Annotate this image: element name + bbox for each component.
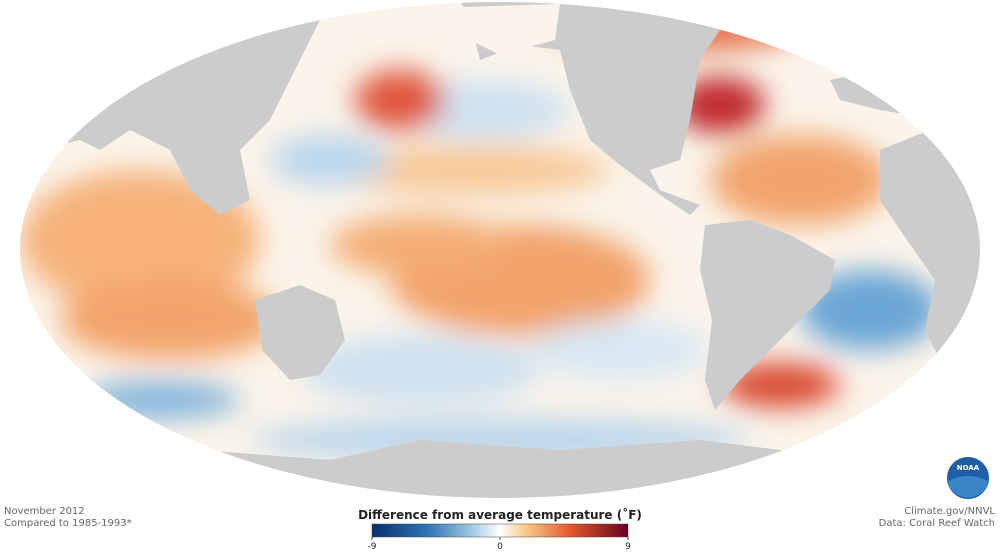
color-scale [371, 523, 629, 538]
legend-title: Difference from average temperature (˚F) [358, 507, 642, 522]
source: Data: Coral Reef Watch [879, 518, 995, 529]
credit: Climate.gov/NNVL [904, 506, 995, 517]
scale-tick-label: 0 [497, 542, 503, 552]
noaa-logo: NOAA [945, 455, 991, 501]
logo-text: NOAA [957, 464, 980, 472]
baseline: Compared to 1985-1993* [4, 518, 132, 529]
australia [255, 285, 345, 380]
scale-tick-label: -9 [368, 542, 377, 552]
legend: -9 0 9 [368, 523, 631, 552]
logo-wave [947, 476, 989, 498]
anomaly-field [20, 10, 940, 462]
south-america [700, 220, 835, 410]
globe [20, 2, 980, 498]
africa [880, 130, 980, 370]
date: November 2012 [4, 506, 85, 517]
scale-tick-label: 9 [625, 542, 631, 552]
arctic-ice [430, 4, 560, 55]
antarctica [20, 440, 980, 498]
